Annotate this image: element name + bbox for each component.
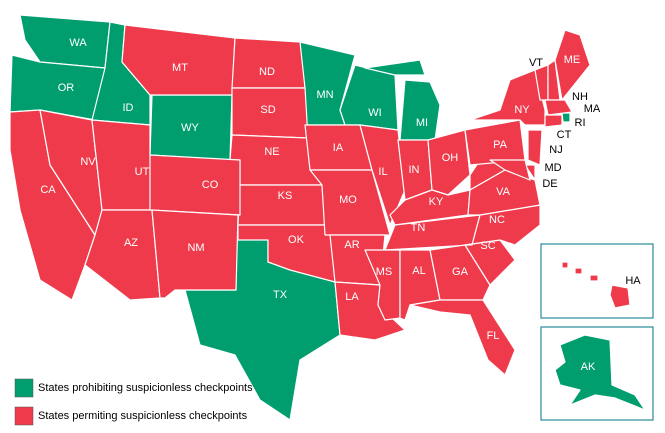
state-label: VT — [529, 57, 543, 69]
state-label: IN — [409, 164, 420, 176]
state-label: MO — [339, 194, 357, 206]
state-label: HA — [625, 275, 641, 287]
state — [489, 159, 531, 181]
state — [151, 209, 239, 299]
state — [121, 24, 236, 96]
state-label: TN — [411, 222, 426, 234]
state-label: SC — [480, 240, 495, 252]
state-label: NH — [572, 91, 588, 103]
state — [364, 59, 426, 76]
state-label: ND — [259, 66, 275, 78]
state-label: MD — [544, 162, 561, 174]
state-label: NV — [80, 156, 96, 168]
state — [574, 267, 583, 275]
state-label: LA — [345, 291, 359, 303]
state-label: NY — [514, 104, 530, 116]
hawaii-inset — [540, 243, 654, 319]
state-label: NE — [264, 146, 279, 158]
state — [469, 69, 546, 126]
state-label: PA — [493, 139, 508, 151]
state-label: CA — [40, 184, 56, 196]
state — [554, 334, 646, 411]
state-label: MT — [172, 62, 188, 74]
state — [609, 284, 631, 309]
state-label: OR — [58, 82, 75, 94]
state-label: OK — [288, 234, 305, 246]
state-label: TX — [273, 289, 288, 301]
alaska-inset — [540, 326, 654, 421]
state-label: NM — [187, 242, 204, 254]
state — [554, 29, 591, 101]
state-label: RI — [575, 117, 586, 129]
state-label: AL — [412, 265, 425, 277]
state-label: ME — [564, 54, 581, 66]
state — [409, 299, 516, 376]
state-label: WA — [69, 37, 87, 49]
legend-label: States permiting suspicionless checkpoin… — [38, 410, 248, 422]
state-label: DE — [542, 178, 557, 190]
state — [589, 274, 599, 282]
state — [544, 114, 563, 128]
state-label: MN — [316, 89, 333, 101]
state — [561, 112, 571, 123]
state — [427, 129, 471, 196]
legend-swatch — [14, 406, 34, 426]
state-label: NC — [489, 214, 505, 226]
state-label: AK — [581, 361, 596, 373]
state-label: FL — [487, 330, 500, 342]
state-label: GA — [452, 266, 469, 278]
state-label: IA — [333, 142, 344, 154]
state — [561, 261, 569, 269]
state-label: VA — [496, 186, 511, 198]
state — [231, 37, 306, 89]
state-label: MA — [584, 103, 601, 115]
state-label: SD — [260, 104, 275, 116]
state-label: MI — [416, 117, 428, 129]
state-label: MS — [376, 266, 393, 278]
state-label: KY — [429, 196, 444, 208]
legend-label: States prohibiting suspicionless checkpo… — [38, 382, 253, 394]
state — [527, 129, 543, 166]
legend-swatch — [14, 378, 34, 398]
state-label: UT — [135, 166, 150, 178]
state-label: WI — [368, 107, 381, 119]
state — [429, 244, 491, 301]
state-label: CT — [557, 129, 572, 141]
state — [149, 154, 241, 216]
state-label: AR — [344, 239, 359, 251]
state-label: KS — [278, 190, 293, 202]
state-label: IL — [378, 166, 387, 178]
state-label: WY — [181, 122, 199, 134]
state-label: CO — [202, 179, 219, 191]
state-label: NJ — [549, 144, 562, 156]
state-label: OH — [442, 152, 459, 164]
state-label: AZ — [124, 237, 138, 249]
state — [544, 99, 573, 116]
state-label: ID — [123, 102, 134, 114]
state — [399, 79, 441, 141]
